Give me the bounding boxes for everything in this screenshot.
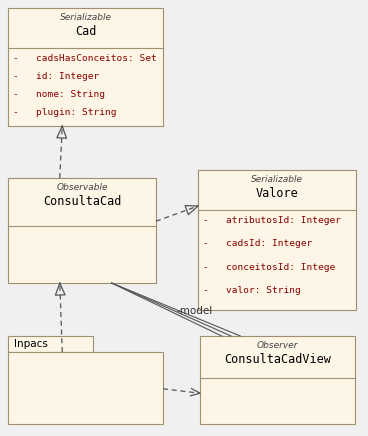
Bar (8, 8, 163, 126)
Text: ConsultaCad: ConsultaCad (43, 195, 121, 208)
Text: Cad: Cad (75, 25, 96, 38)
Text: Observer: Observer (257, 341, 298, 350)
Bar (8, 352, 163, 424)
Text: -model: -model (176, 307, 213, 317)
Bar (198, 170, 356, 310)
Text: -   atributosId: Integer: - atributosId: Integer (203, 216, 341, 225)
Text: Observable: Observable (56, 183, 108, 192)
Text: -   nome: String: - nome: String (13, 90, 105, 99)
Text: -   cadsId: Integer: - cadsId: Integer (203, 239, 312, 248)
Text: -   id: Integer: - id: Integer (13, 72, 99, 81)
Text: Inpacs: Inpacs (14, 339, 48, 349)
Text: Serializable: Serializable (60, 13, 112, 22)
Text: -   cadsHasConceitos: Set: - cadsHasConceitos: Set (13, 54, 157, 63)
Bar (200, 336, 355, 424)
Text: ConsultaCadView: ConsultaCadView (224, 353, 331, 366)
Text: -   valor: String: - valor: String (203, 286, 301, 295)
Text: -   conceitosId: Intege: - conceitosId: Intege (203, 262, 335, 272)
Bar (8, 178, 156, 283)
Bar (8, 336, 93, 352)
Text: -   plugin: String: - plugin: String (13, 109, 117, 117)
Text: Valore: Valore (256, 187, 298, 200)
Text: Serializable: Serializable (251, 175, 303, 184)
